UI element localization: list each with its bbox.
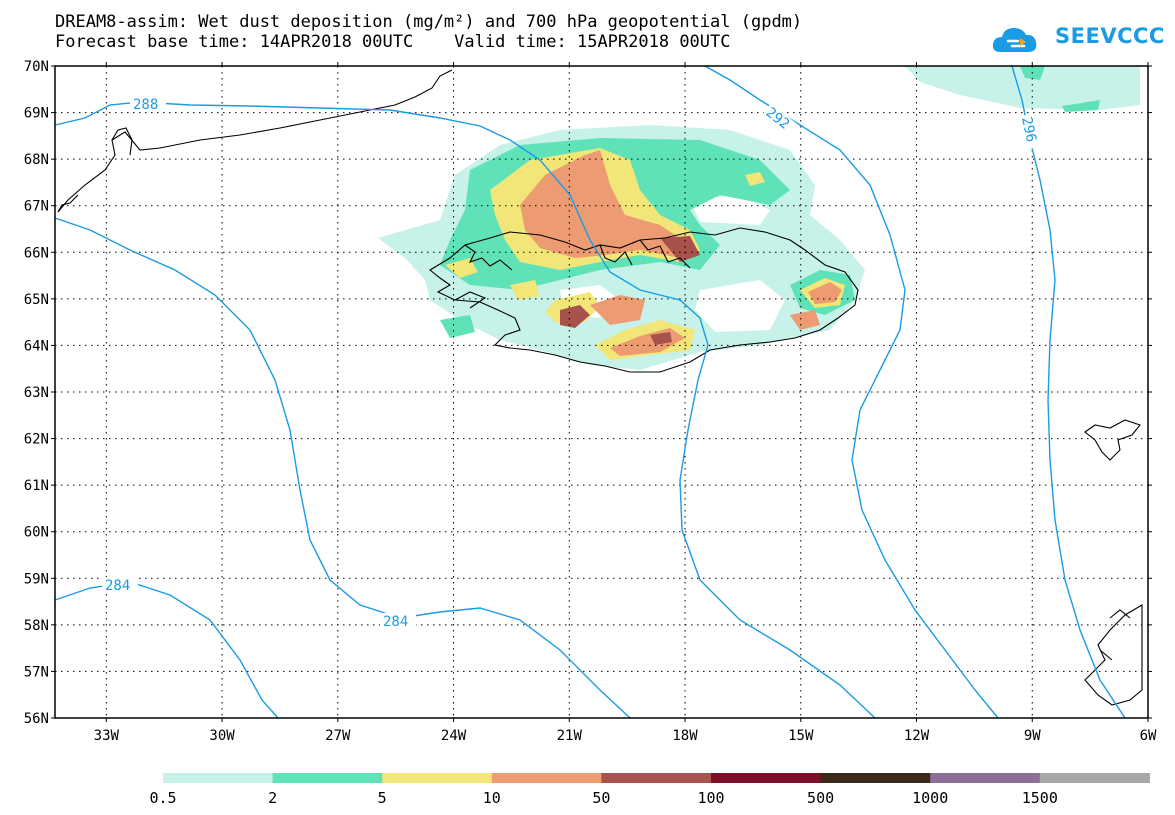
longitude-label: 33W: [94, 728, 120, 744]
legend-swatch: [930, 773, 1041, 783]
contour-label: 284: [105, 578, 130, 594]
latitude-label: 61N: [24, 478, 49, 494]
map-title: DREAM8-assim: Wet dust deposition (mg/m²…: [55, 12, 803, 32]
latitude-label: 59N: [24, 571, 49, 587]
logo-text: SEEVCCC: [1055, 24, 1165, 48]
latitude-label: 64N: [24, 338, 49, 354]
contour-label: 296: [1018, 116, 1039, 144]
latitude-label: 67N: [24, 199, 49, 215]
longitude-label: 21W: [557, 728, 583, 744]
longitude-label: 15W: [788, 728, 814, 744]
longitude-labels: 33W 30W 27W 24W 21W 18W 15W 12W 9W 6W: [94, 728, 1157, 744]
latitude-label: 65N: [24, 292, 49, 308]
latitude-label: 63N: [24, 385, 49, 401]
longitude-label: 30W: [209, 728, 235, 744]
legend-label: 100: [697, 789, 724, 807]
legend-swatch: [601, 773, 712, 783]
color-legend: 0.5 2 5 10 50 100 500 1000 1500: [149, 773, 1150, 807]
legend-label: 10: [483, 789, 501, 807]
graticule-grid: [55, 66, 1148, 718]
legend-label: 500: [807, 789, 834, 807]
legend-label: 5: [378, 789, 387, 807]
latitude-label: 70N: [24, 59, 49, 75]
legend-label: 2: [268, 789, 277, 807]
latitude-label: 56N: [24, 711, 49, 727]
axis-ticks: [51, 62, 1152, 722]
legend-swatch: [491, 773, 602, 783]
longitude-label: 9W: [1024, 728, 1041, 744]
legend-label: 0.5: [149, 789, 176, 807]
latitude-label: 66N: [24, 245, 49, 261]
longitude-label: 12W: [904, 728, 930, 744]
longitude-label: 27W: [325, 728, 351, 744]
latitude-label: 62N: [24, 432, 49, 448]
latitude-label: 68N: [24, 152, 49, 168]
longitude-label: 6W: [1140, 728, 1157, 744]
latitude-label: 58N: [24, 618, 49, 634]
legend-label: 1500: [1022, 789, 1058, 807]
legend-swatch: [1039, 773, 1150, 783]
contour-label: 288: [133, 97, 158, 113]
legend-swatch: [382, 773, 493, 783]
latitude-label: 60N: [24, 525, 49, 541]
legend-swatch: [820, 773, 931, 783]
map-subtitle: Forecast base time: 14APR2018 00UTC Vali…: [55, 32, 731, 52]
dust-deposition-shading: [378, 66, 1140, 370]
contour-label: 284: [383, 614, 408, 630]
legend-swatch: [272, 773, 383, 783]
legend-label: 50: [592, 789, 610, 807]
latitude-labels: 70N 69N 68N 67N 66N 65N 64N 63N 62N 61N 60N 59N 58N 5…: [24, 59, 49, 727]
longitude-label: 24W: [441, 728, 467, 744]
legend-swatch: [711, 773, 822, 783]
longitude-label: 18W: [672, 728, 698, 744]
legend-label: 1000: [912, 789, 948, 807]
coastlines: [57, 69, 1143, 706]
cloud-icon: [992, 28, 1037, 52]
legend-swatch: [163, 773, 274, 783]
latitude-label: 69N: [24, 106, 49, 122]
geopotential-contours: [54, 65, 1126, 719]
latitude-label: 57N: [24, 664, 49, 680]
